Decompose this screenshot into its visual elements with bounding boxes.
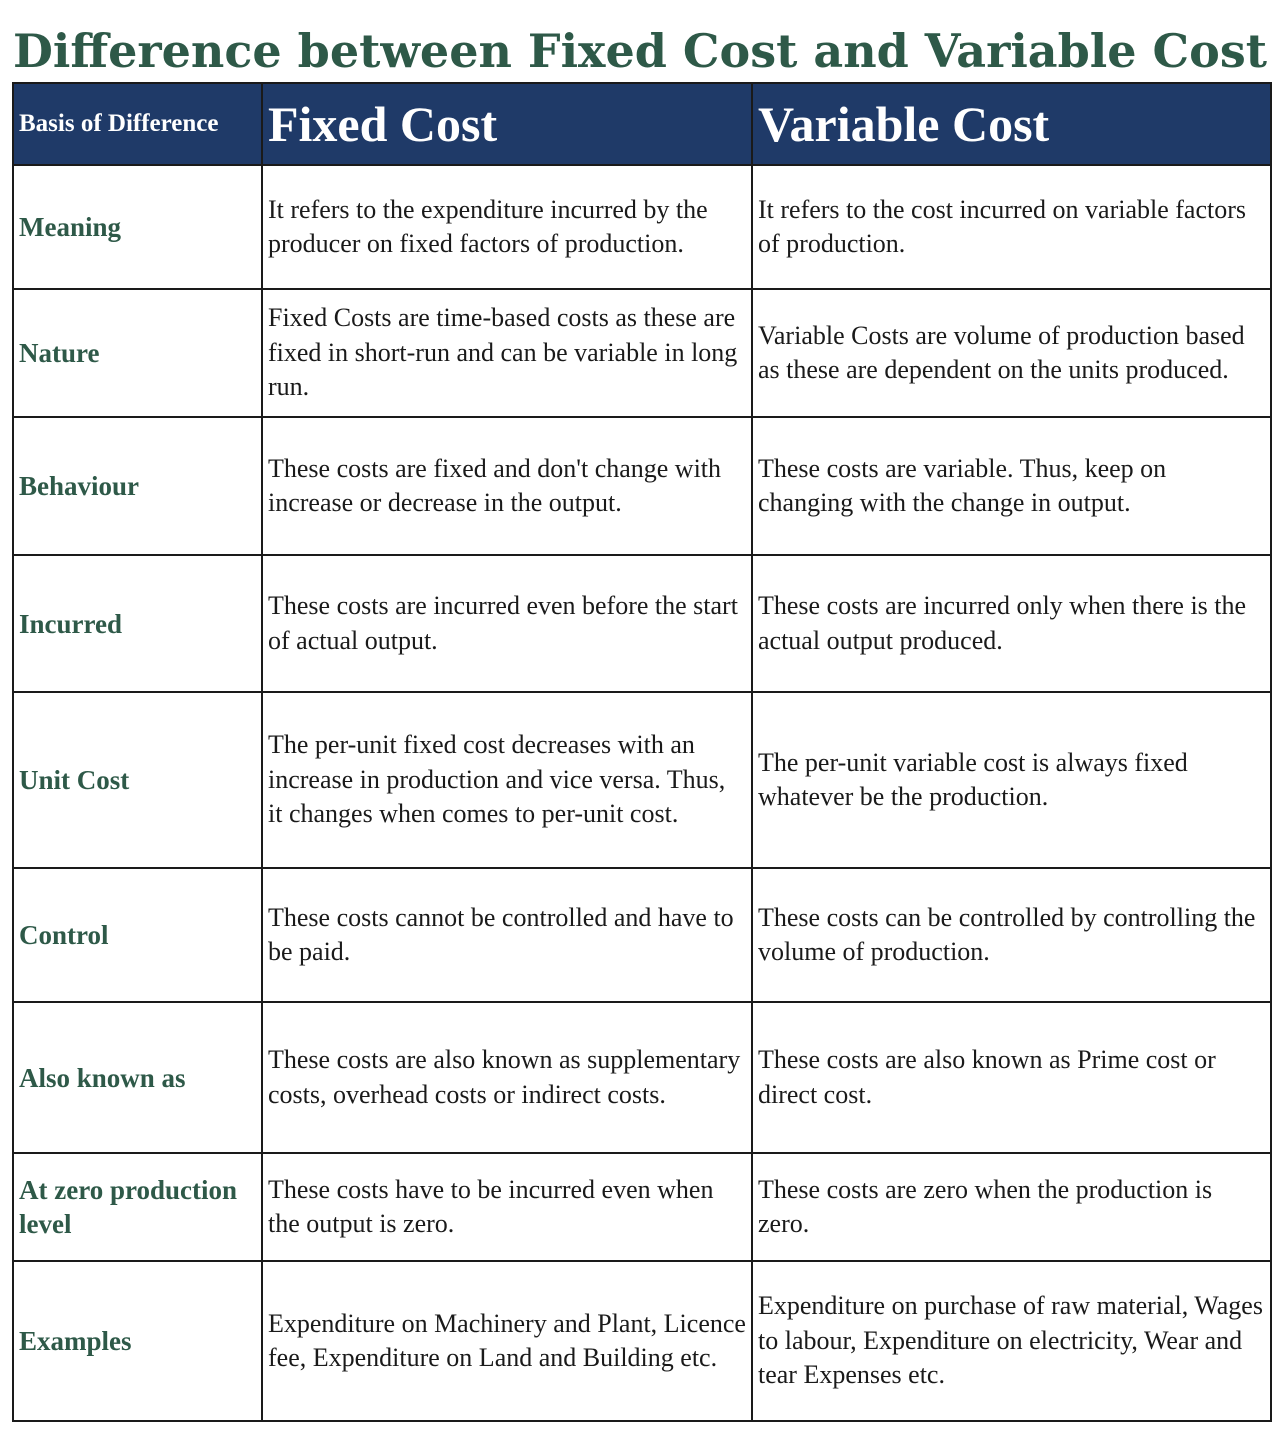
table-row: Incurred These costs are incurred even b… <box>12 554 1272 693</box>
row-variable-cost: These costs are also known as Prime cost… <box>751 1001 1272 1154</box>
row-fixed-cost: These costs have to be incurred even whe… <box>261 1152 753 1262</box>
row-fixed-cost: These costs cannot be controlled and hav… <box>261 867 753 1003</box>
header-variable-cost: Variable Cost <box>751 82 1272 166</box>
table-row: Also known as These costs are also known… <box>12 1001 1272 1154</box>
row-fixed-cost: Fixed Costs are time-based costs as thes… <box>261 288 753 418</box>
row-basis: Unit Cost <box>12 691 263 869</box>
row-basis: Meaning <box>12 164 263 290</box>
row-fixed-cost: These costs are also known as supplement… <box>261 1001 753 1154</box>
row-fixed-cost: These costs are fixed and don't change w… <box>261 416 753 556</box>
row-variable-cost: These costs are incurred only when there… <box>751 554 1272 693</box>
row-fixed-cost: These costs are incurred even before the… <box>261 554 753 693</box>
row-basis: Also known as <box>12 1001 263 1154</box>
comparison-table: Basis of Difference Fixed Cost Variable … <box>12 82 1272 1422</box>
table-row: Unit Cost The per-unit fixed cost decrea… <box>12 691 1272 869</box>
row-variable-cost: It refers to the cost incurred on variab… <box>751 164 1272 290</box>
header-fixed-cost: Fixed Cost <box>261 82 753 166</box>
row-variable-cost: Variable Costs are volume of production … <box>751 288 1272 418</box>
row-fixed-cost: Expenditure on Machinery and Plant, Lice… <box>261 1260 753 1422</box>
row-fixed-cost: It refers to the expenditure incurred by… <box>261 164 753 290</box>
row-basis: Control <box>12 867 263 1003</box>
row-variable-cost: Expenditure on purchase of raw material,… <box>751 1260 1272 1422</box>
row-basis: Examples <box>12 1260 263 1422</box>
row-basis: Nature <box>12 288 263 418</box>
table-row: Nature Fixed Costs are time-based costs … <box>12 288 1272 418</box>
header-basis: Basis of Difference <box>12 82 263 166</box>
row-variable-cost: These costs can be controlled by control… <box>751 867 1272 1003</box>
row-variable-cost: The per-unit variable cost is always fix… <box>751 691 1272 869</box>
row-fixed-cost: The per-unit fixed cost decreases with a… <box>261 691 753 869</box>
page-title: Difference between Fixed Cost and Variab… <box>13 24 1267 78</box>
row-basis: At zero production level <box>12 1152 263 1262</box>
table-row: Control These costs cannot be controlled… <box>12 867 1272 1003</box>
row-variable-cost: These costs are zero when the production… <box>751 1152 1272 1262</box>
row-basis: Incurred <box>12 554 263 693</box>
row-basis: Behaviour <box>12 416 263 556</box>
table-row: Examples Expenditure on Machinery and Pl… <box>12 1260 1272 1422</box>
row-variable-cost: These costs are variable. Thus, keep on … <box>751 416 1272 556</box>
table-row: At zero production level These costs hav… <box>12 1152 1272 1262</box>
table-row: Meaning It refers to the expenditure inc… <box>12 164 1272 290</box>
table-row: Behaviour These costs are fixed and don'… <box>12 416 1272 556</box>
table-header-row: Basis of Difference Fixed Cost Variable … <box>12 82 1272 166</box>
